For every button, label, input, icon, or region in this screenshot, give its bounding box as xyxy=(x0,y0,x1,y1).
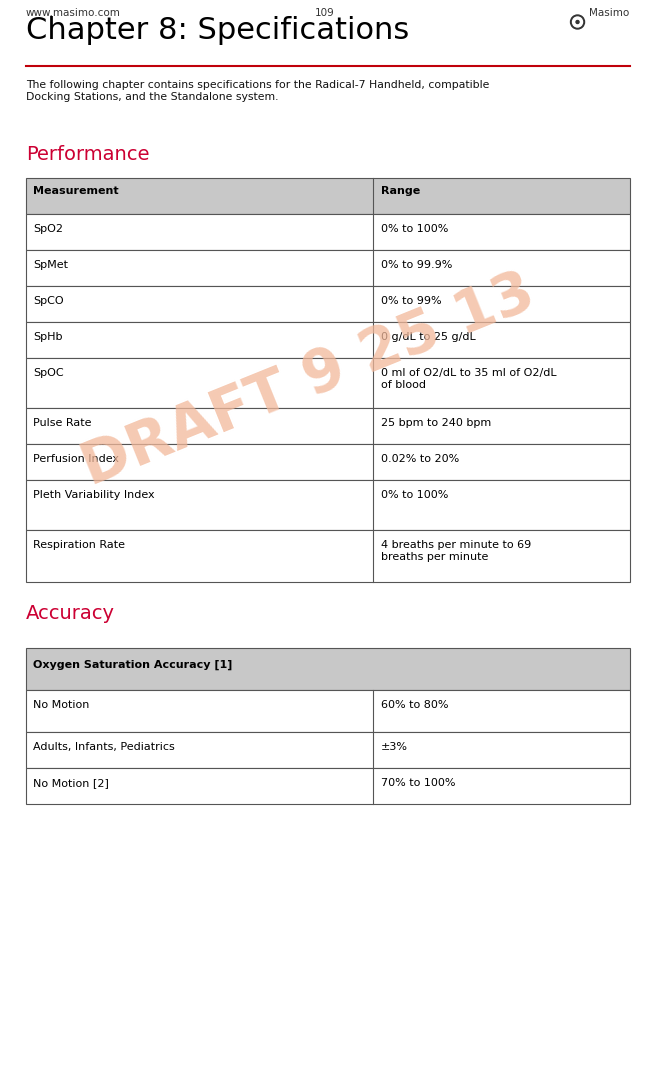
Circle shape xyxy=(572,17,583,27)
Bar xyxy=(26,732,630,768)
Text: SpOC: SpOC xyxy=(33,368,64,378)
Text: 70% to 100%: 70% to 100% xyxy=(381,778,456,788)
Text: 4 breaths per minute to 69
breaths per minute: 4 breaths per minute to 69 breaths per m… xyxy=(381,540,532,562)
Text: Chapter 8: Specifications: Chapter 8: Specifications xyxy=(26,16,410,45)
Bar xyxy=(26,358,630,408)
Circle shape xyxy=(576,21,579,24)
Bar xyxy=(26,178,630,214)
Text: 0% to 99.9%: 0% to 99.9% xyxy=(381,260,452,270)
Bar xyxy=(26,648,630,690)
Text: No Motion: No Motion xyxy=(33,700,90,710)
Bar xyxy=(26,214,630,250)
Text: Measurement: Measurement xyxy=(33,186,119,196)
Text: DRAFT 9 25 13: DRAFT 9 25 13 xyxy=(73,263,542,497)
Text: 60% to 80%: 60% to 80% xyxy=(381,700,448,710)
Text: SpHb: SpHb xyxy=(33,332,62,342)
Text: SpCO: SpCO xyxy=(33,296,64,306)
Bar xyxy=(26,768,630,804)
Text: Accuracy: Accuracy xyxy=(26,604,115,623)
Text: Performance: Performance xyxy=(26,145,149,164)
Text: 0 ml of O2/dL to 35 ml of O2/dL
of blood: 0 ml of O2/dL to 35 ml of O2/dL of blood xyxy=(381,368,557,390)
Text: Pulse Rate: Pulse Rate xyxy=(33,418,92,428)
Text: SpMet: SpMet xyxy=(33,260,68,270)
Text: SpO2: SpO2 xyxy=(33,224,63,234)
Text: 0% to 100%: 0% to 100% xyxy=(381,224,448,234)
Bar xyxy=(26,530,630,582)
Text: The following chapter contains specifications for the Radical-7 Handheld, compat: The following chapter contains specifica… xyxy=(26,80,489,102)
Bar xyxy=(26,408,630,444)
Text: www.masimo.com: www.masimo.com xyxy=(26,8,121,18)
Text: 25 bpm to 240 bpm: 25 bpm to 240 bpm xyxy=(381,418,491,428)
Text: Oxygen Saturation Accuracy [1]: Oxygen Saturation Accuracy [1] xyxy=(33,660,232,670)
Text: Masimo: Masimo xyxy=(589,8,630,18)
Text: 0 g/dL to 25 g/dL: 0 g/dL to 25 g/dL xyxy=(381,332,476,342)
Text: ±3%: ±3% xyxy=(381,742,408,752)
Text: 0% to 100%: 0% to 100% xyxy=(381,490,448,500)
Circle shape xyxy=(570,15,585,29)
Bar xyxy=(26,690,630,732)
Bar xyxy=(26,480,630,530)
Text: 0.02% to 20%: 0.02% to 20% xyxy=(381,454,459,464)
Bar xyxy=(26,286,630,322)
Text: Range: Range xyxy=(381,186,421,196)
Text: 109: 109 xyxy=(315,8,334,18)
Bar xyxy=(26,322,630,358)
Text: Pleth Variability Index: Pleth Variability Index xyxy=(33,490,154,500)
Text: Perfusion Index: Perfusion Index xyxy=(33,454,119,464)
Bar xyxy=(26,444,630,480)
Text: 0% to 99%: 0% to 99% xyxy=(381,296,441,306)
Text: Adults, Infants, Pediatrics: Adults, Infants, Pediatrics xyxy=(33,742,175,752)
Bar xyxy=(26,250,630,286)
Text: Respiration Rate: Respiration Rate xyxy=(33,540,125,550)
Text: No Motion [2]: No Motion [2] xyxy=(33,778,109,788)
